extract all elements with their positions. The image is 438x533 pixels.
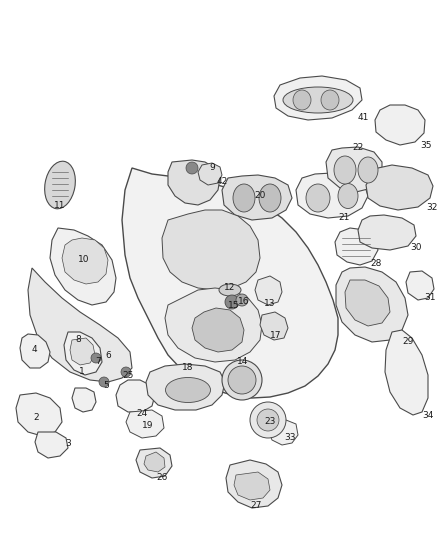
Polygon shape [336, 267, 408, 342]
Ellipse shape [222, 360, 262, 400]
Text: 28: 28 [370, 260, 381, 269]
Polygon shape [222, 175, 292, 220]
Polygon shape [335, 228, 378, 265]
Text: 5: 5 [103, 381, 109, 390]
Text: 41: 41 [357, 114, 369, 123]
Text: 31: 31 [424, 294, 436, 303]
Text: 4: 4 [31, 345, 37, 354]
Polygon shape [326, 147, 382, 192]
Circle shape [257, 409, 279, 431]
Ellipse shape [321, 90, 339, 110]
Polygon shape [296, 173, 368, 218]
Text: 7: 7 [95, 358, 101, 367]
Ellipse shape [293, 90, 311, 110]
Text: 35: 35 [420, 141, 432, 149]
Text: 14: 14 [237, 358, 249, 367]
Text: 27: 27 [250, 500, 261, 510]
Polygon shape [126, 410, 164, 438]
Polygon shape [358, 215, 416, 250]
Polygon shape [50, 228, 116, 305]
Polygon shape [192, 308, 244, 352]
Text: 12: 12 [224, 284, 236, 293]
Text: 19: 19 [142, 422, 154, 431]
Text: 18: 18 [182, 364, 194, 373]
Ellipse shape [259, 184, 281, 212]
Ellipse shape [219, 284, 241, 296]
Text: 17: 17 [270, 332, 282, 341]
Polygon shape [28, 268, 132, 382]
Polygon shape [162, 210, 260, 290]
Text: 32: 32 [426, 204, 438, 213]
Polygon shape [64, 332, 102, 375]
Text: 20: 20 [254, 191, 266, 200]
Polygon shape [268, 420, 298, 445]
Polygon shape [406, 271, 434, 300]
Polygon shape [234, 472, 270, 500]
Ellipse shape [166, 377, 211, 402]
Polygon shape [165, 288, 262, 362]
Ellipse shape [334, 156, 356, 184]
Text: 1: 1 [79, 367, 85, 376]
Polygon shape [144, 452, 165, 472]
Ellipse shape [358, 157, 378, 183]
Circle shape [250, 402, 286, 438]
Text: 3: 3 [65, 439, 71, 448]
Polygon shape [255, 276, 282, 305]
Text: 29: 29 [403, 337, 413, 346]
Text: 13: 13 [264, 300, 276, 309]
Ellipse shape [283, 87, 353, 113]
Text: 15: 15 [228, 301, 240, 310]
Circle shape [99, 377, 109, 387]
Text: 24: 24 [136, 409, 148, 418]
Ellipse shape [228, 366, 256, 394]
Polygon shape [136, 448, 172, 478]
Text: 9: 9 [209, 164, 215, 173]
Polygon shape [116, 380, 155, 412]
Ellipse shape [233, 184, 255, 212]
Polygon shape [375, 105, 425, 145]
Text: 30: 30 [410, 244, 422, 253]
Polygon shape [72, 388, 96, 412]
Text: 42: 42 [216, 177, 228, 187]
Text: 22: 22 [353, 143, 364, 152]
Polygon shape [274, 76, 362, 120]
Polygon shape [35, 432, 68, 458]
Text: 16: 16 [238, 297, 250, 306]
Text: 10: 10 [78, 255, 90, 264]
Text: 26: 26 [156, 473, 168, 482]
Circle shape [225, 295, 239, 309]
Circle shape [121, 367, 131, 377]
Ellipse shape [45, 161, 75, 209]
Text: 8: 8 [75, 335, 81, 344]
Text: 33: 33 [284, 433, 296, 442]
Polygon shape [226, 460, 282, 508]
Polygon shape [122, 168, 338, 398]
Polygon shape [20, 334, 50, 368]
Polygon shape [385, 330, 428, 415]
Ellipse shape [338, 183, 358, 208]
Polygon shape [366, 165, 433, 210]
Polygon shape [198, 163, 222, 185]
Text: 11: 11 [54, 201, 66, 211]
Polygon shape [62, 238, 108, 284]
Polygon shape [260, 312, 288, 340]
Text: 34: 34 [422, 410, 434, 419]
Ellipse shape [306, 184, 330, 212]
Polygon shape [16, 393, 62, 436]
Text: 6: 6 [105, 351, 111, 359]
Circle shape [91, 353, 101, 363]
Polygon shape [168, 160, 220, 205]
Circle shape [186, 162, 198, 174]
Text: 25: 25 [122, 370, 134, 379]
Circle shape [236, 294, 248, 306]
Polygon shape [345, 280, 390, 326]
Polygon shape [70, 338, 95, 365]
Text: 2: 2 [33, 414, 39, 423]
Text: 21: 21 [338, 214, 350, 222]
Text: 23: 23 [264, 417, 276, 426]
Polygon shape [146, 364, 225, 410]
